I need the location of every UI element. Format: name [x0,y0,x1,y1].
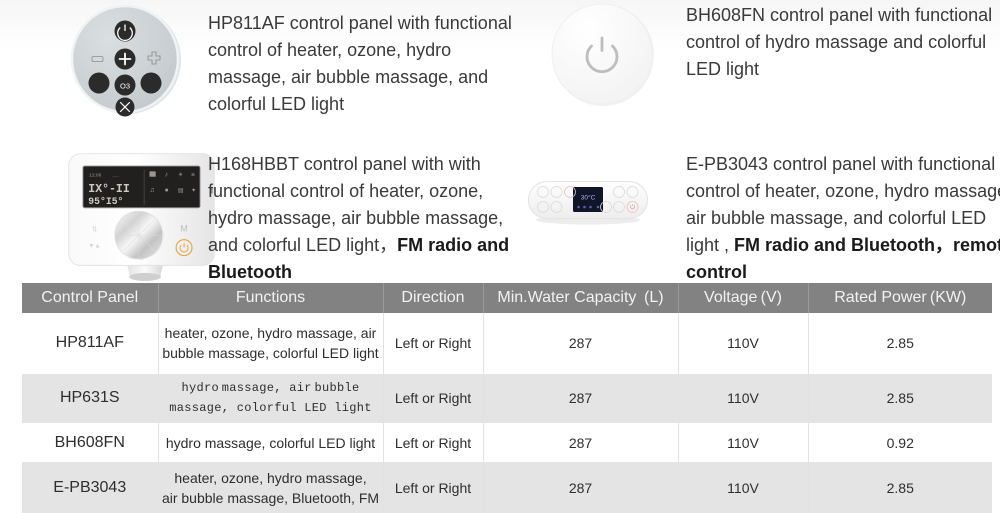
svg-text:▤: ▤ [178,187,184,194]
svg-text:95°I5°: 95°I5° [88,196,123,207]
svg-text:12:06: 12:06 [89,173,101,179]
svg-text:♪: ♪ [165,171,169,179]
svg-text:≡: ≡ [191,172,195,179]
svg-text:30°C: 30°C [581,194,596,202]
svg-text:♫: ♫ [149,186,154,194]
svg-text:O3: O3 [120,81,130,90]
svg-text:☀: ☀ [178,172,184,179]
svg-text:.....: ..... [112,174,119,179]
svg-text:✦: ✦ [191,187,196,194]
svg-text:IX°-II: IX°-II [88,183,130,196]
svg-text:▼▲: ▼▲ [88,243,100,250]
svg-text:M: M [180,224,187,234]
svg-text:●: ● [165,186,169,194]
svg-text:⇅: ⇅ [92,226,98,234]
